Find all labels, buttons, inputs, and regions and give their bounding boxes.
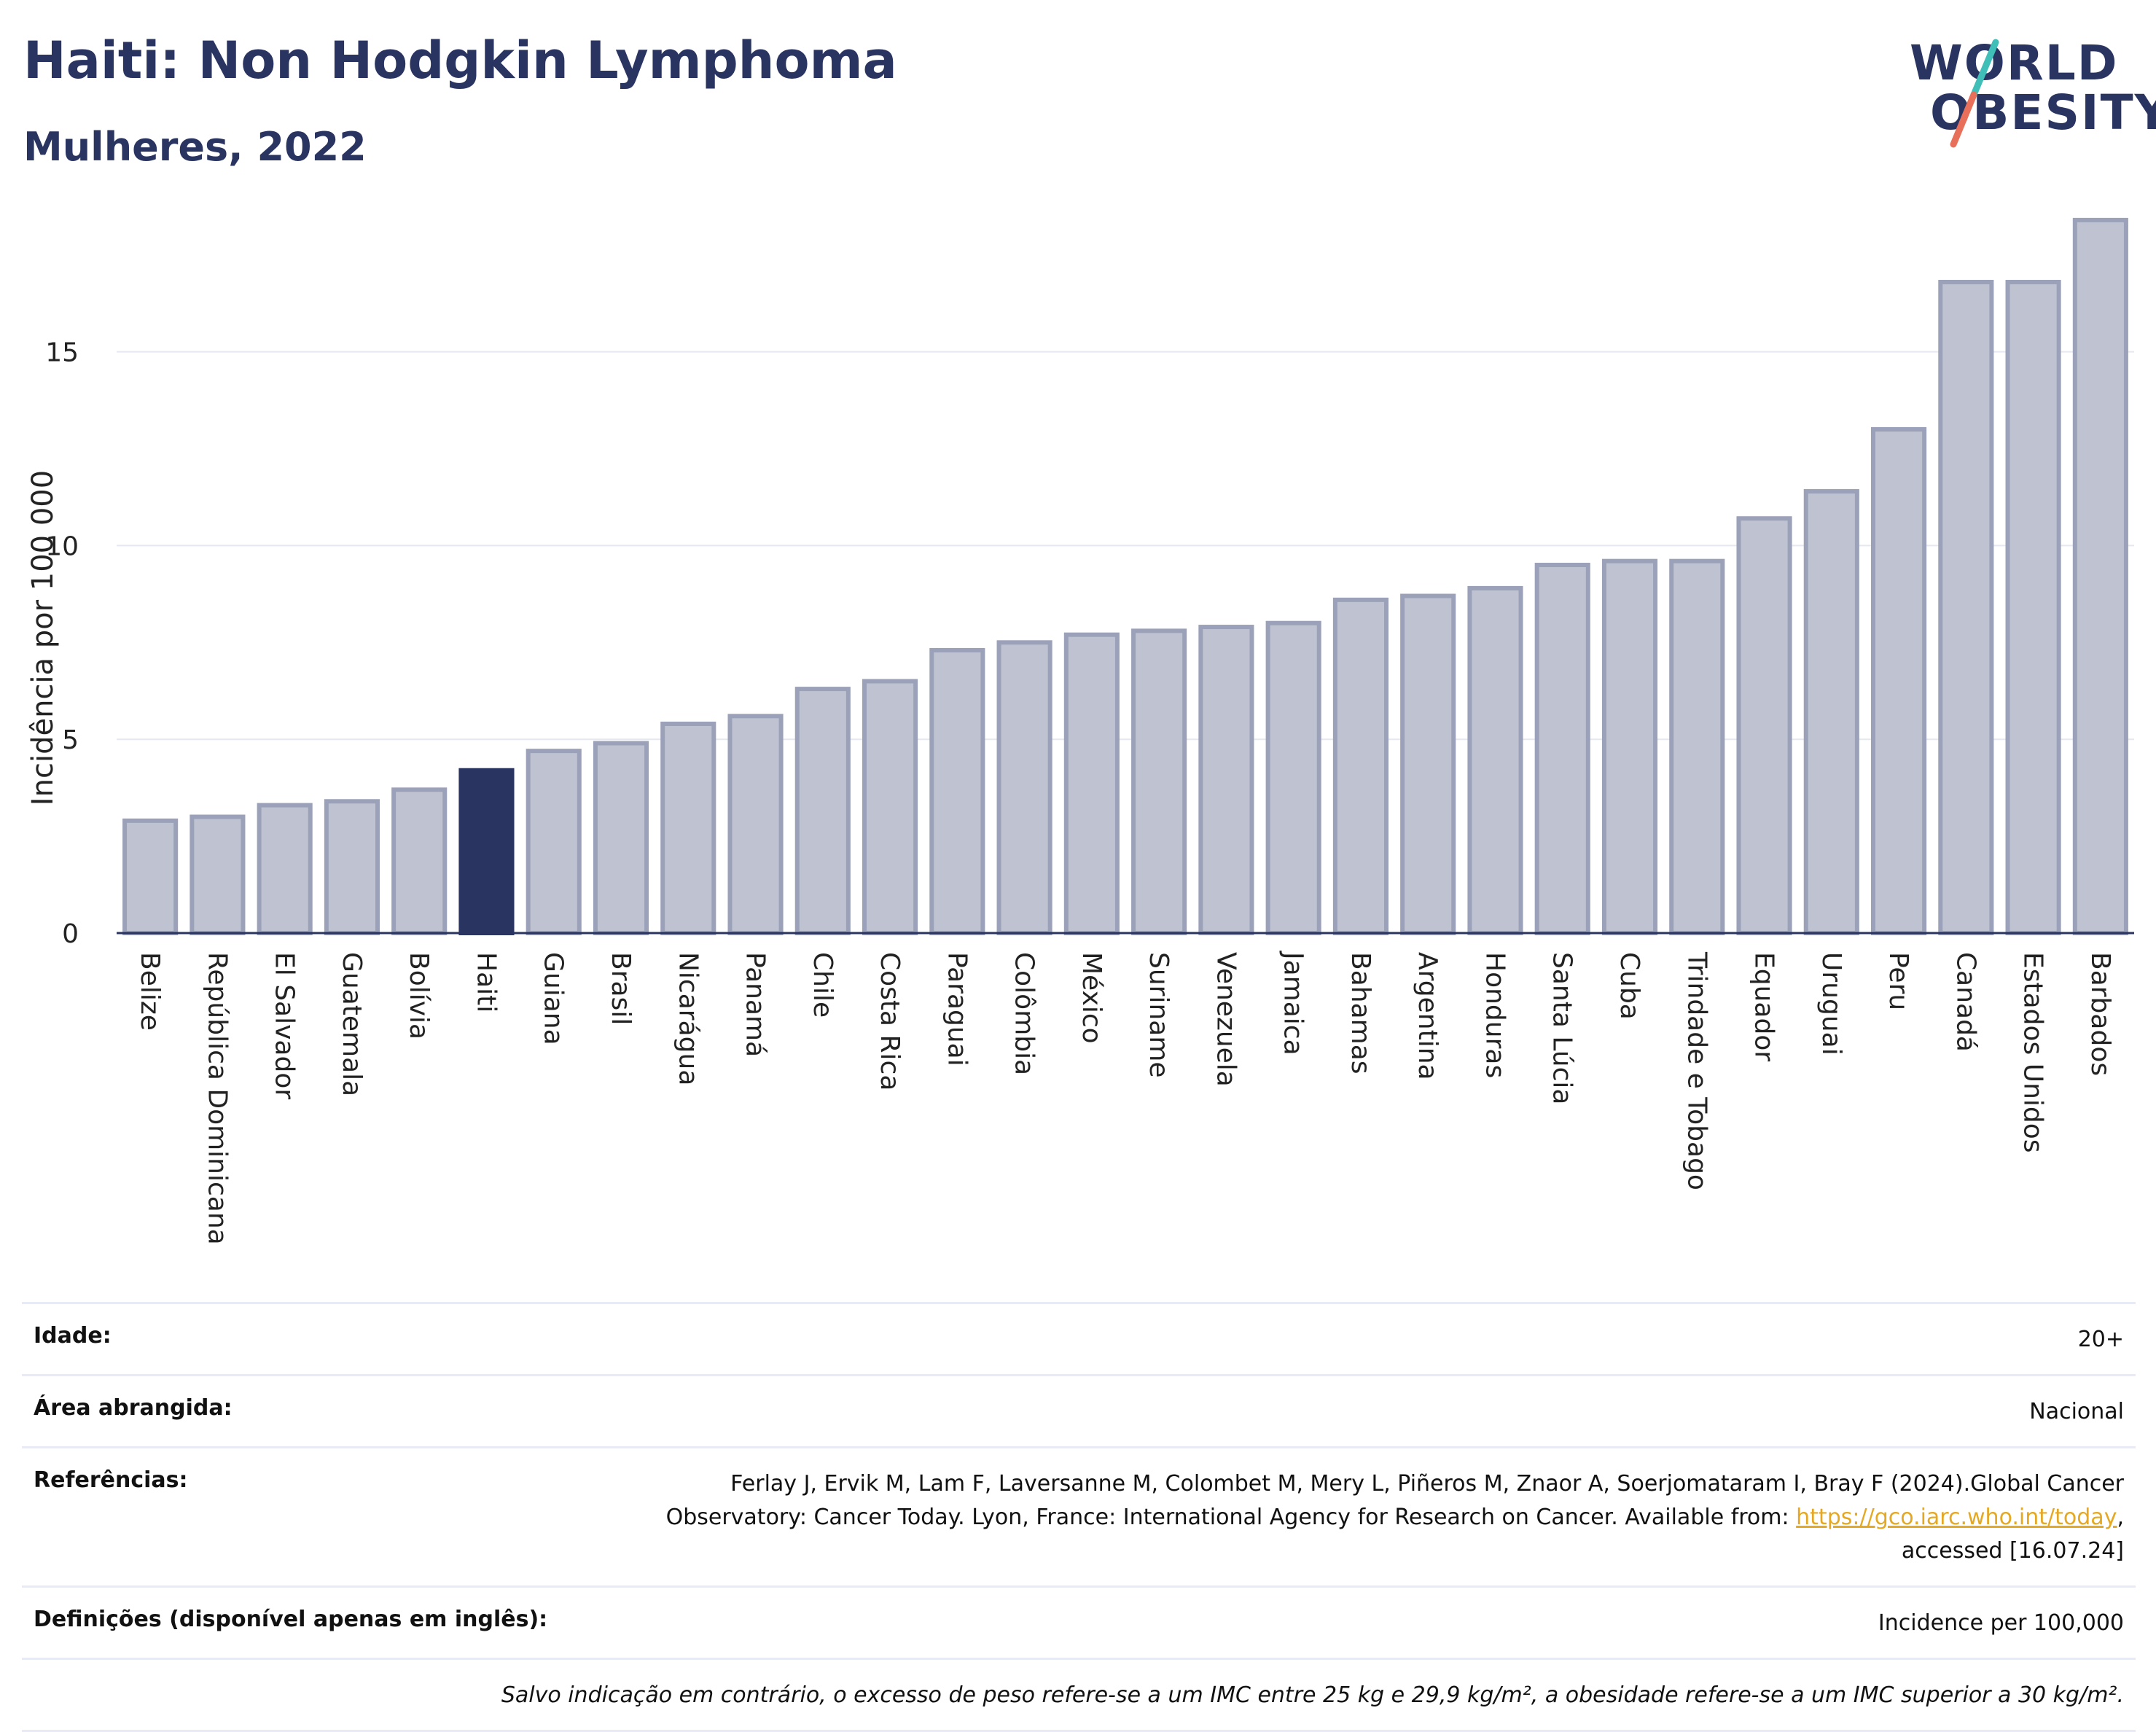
bar — [862, 679, 918, 935]
x-tick-label: Nicarágua — [673, 952, 703, 1085]
bar — [660, 721, 716, 936]
bar — [2005, 279, 2061, 935]
x-tick-label: Estados Unidos — [2018, 952, 2048, 1153]
bar — [1063, 632, 1120, 935]
bar — [1803, 489, 1859, 935]
x-tick-label: Guatemala — [337, 952, 367, 1096]
x-tick-label: Trindade e Tobago — [1682, 951, 1711, 1190]
bar — [526, 749, 582, 935]
references-link[interactable]: https://gco.iarc.who.int/today — [1796, 1505, 2117, 1530]
x-tick-label: Argentina — [1413, 952, 1442, 1080]
bar — [593, 741, 649, 935]
bar — [1467, 585, 1523, 935]
y-tick-label: 0 — [62, 919, 79, 949]
x-tick-label: Bahamas — [1345, 952, 1375, 1074]
bar — [1400, 593, 1456, 935]
x-tick-label: Bolívia — [404, 952, 434, 1039]
info-row-area: Área abrangida: Nacional — [22, 1374, 2136, 1446]
bar — [1131, 628, 1187, 935]
x-tick-label: Santa Lúcia — [1547, 952, 1577, 1104]
bar — [1534, 563, 1590, 935]
bar — [324, 799, 380, 936]
x-tick-label: Haiti — [471, 952, 501, 1013]
references-value: Ferlay J, Ervik M, Lam F, Laversanne M, … — [630, 1467, 2124, 1568]
x-tick-label: Guiana — [539, 952, 569, 1045]
x-tick-label: República Dominicana — [202, 952, 232, 1245]
info-row-note: Salvo indicação em contrário, o excesso … — [22, 1658, 2136, 1732]
x-tick-label: Barbados — [2085, 952, 2115, 1076]
x-tick-label: Belize — [135, 952, 165, 1031]
logo-slash-icon — [1950, 39, 1999, 148]
bar — [190, 814, 246, 936]
bar — [1736, 516, 1792, 935]
area-label: Área abrangida: — [34, 1395, 233, 1421]
references-accessed: , accessed [16.07.24] — [1901, 1505, 2124, 1564]
bar — [794, 687, 851, 936]
bar-chart: 0 5 10 15 Incidência por 100 000 Belize Repúbl… — [26, 217, 2134, 1245]
bar — [257, 803, 313, 936]
y-tick-label: 10 — [45, 531, 79, 561]
x-tick-label: Costa Rica — [875, 952, 905, 1091]
bar — [1601, 558, 1658, 935]
x-tick-label: Suriname — [1144, 952, 1173, 1078]
bar — [1938, 279, 1994, 935]
info-row-age: Idade: 20+ — [22, 1302, 2136, 1374]
references-label: Referências: — [34, 1467, 188, 1493]
x-tick-label: Canadá — [1950, 952, 1980, 1052]
x-tick-label: México — [1077, 952, 1106, 1044]
bar — [727, 714, 784, 935]
bar — [391, 787, 448, 935]
x-tick-label: Peru — [1883, 952, 1913, 1010]
bar — [1332, 597, 1388, 935]
x-tick-label: Panamá — [741, 952, 770, 1057]
footnote-text: Salvo indicação em contrário, o excesso … — [501, 1682, 2124, 1708]
x-tick-label: Uruguai — [1816, 952, 1846, 1056]
age-label: Idade: — [34, 1323, 112, 1349]
info-row-references: Referências: Ferlay J, Ervik M, Lam F, L… — [22, 1446, 2136, 1585]
age-value: 20+ — [2077, 1327, 2124, 1352]
y-tick-label: 15 — [45, 338, 79, 368]
x-tick-label: Cuba — [1614, 952, 1644, 1020]
chart-title: Haiti: Non Hodgkin Lymphoma — [23, 31, 897, 90]
y-tick-label: 5 — [62, 725, 79, 755]
x-tick-label: Brasil — [606, 952, 636, 1025]
x-tick-label: Equador — [1749, 952, 1779, 1061]
world-obesity-logo: WORLD OBESITY — [1895, 35, 2156, 159]
x-tick-label: Honduras — [1480, 952, 1509, 1078]
bar — [2072, 217, 2128, 936]
x-tick-label: Jamaica — [1278, 951, 1308, 1056]
area-value: Nacional — [2029, 1399, 2124, 1424]
x-tick-label: Venezuela — [1211, 952, 1241, 1087]
info-table: Idade: 20+ Área abrangida: Nacional Refe… — [22, 1302, 2136, 1732]
x-tick-label: Paraguai — [942, 952, 972, 1066]
chart-subtitle: Mulheres, 2022 — [23, 124, 367, 170]
bar — [1669, 558, 1725, 935]
x-tick-label: Colômbia — [1009, 952, 1039, 1075]
bar — [1198, 625, 1254, 935]
x-tick-label: Chile — [808, 952, 837, 1018]
bar — [996, 640, 1052, 935]
bar — [458, 768, 515, 935]
bar — [122, 818, 179, 936]
x-tick-label: El Salvador — [270, 952, 300, 1099]
definitions-value: Incidence per 100,000 — [1878, 1610, 2124, 1636]
y-axis-label: Incidência por 100 000 — [26, 470, 60, 805]
info-row-definitions: Definições (disponível apenas em inglês)… — [22, 1585, 2136, 1658]
bar — [1871, 426, 1927, 935]
definitions-label: Definições (disponível apenas em inglês)… — [34, 1607, 548, 1632]
bar — [1265, 620, 1321, 935]
references-text: Ferlay J, Ervik M, Lam F, Laversanne M, … — [665, 1471, 2124, 1530]
bar — [929, 647, 985, 936]
logo-word-world: WORLD — [1910, 35, 2119, 91]
